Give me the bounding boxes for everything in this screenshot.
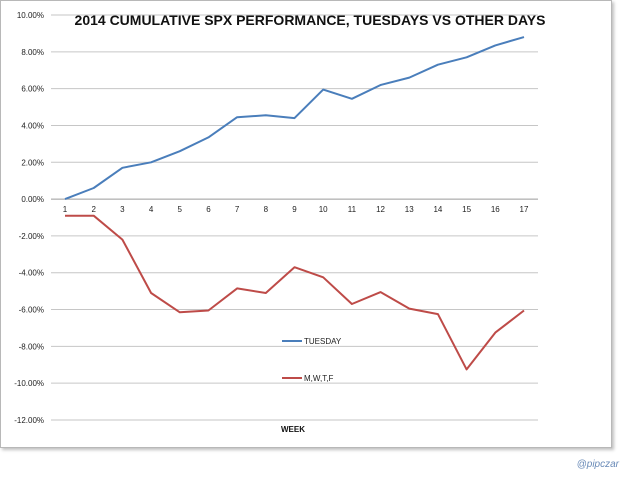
x-tick-label: 16	[491, 205, 500, 214]
x-tick-label: 14	[433, 205, 442, 214]
y-tick-label: -4.00%	[19, 269, 44, 278]
chart-title: 2014 CUMULATIVE SPX PERFORMANCE, TUESDAY…	[75, 12, 546, 28]
y-tick-label: -8.00%	[19, 342, 44, 351]
x-tick-label: 4	[149, 205, 154, 214]
y-tick-label: -2.00%	[19, 232, 44, 241]
x-tick-label: 2	[91, 205, 96, 214]
x-tick-label: 11	[348, 205, 357, 214]
y-axis-tick-labels: 10.00% 8.00% 6.00% 4.00% 2.00% 0.00% -2.00% -4.…	[14, 11, 44, 425]
x-tick-label: 9	[292, 205, 297, 214]
y-tick-label: -10.00%	[14, 379, 44, 388]
y-tick-label: 4.00%	[21, 121, 44, 130]
y-tick-label: 10.00%	[17, 11, 44, 20]
x-tick-label: 3	[120, 205, 125, 214]
x-tick-label: 10	[319, 205, 328, 214]
y-tick-label: -12.00%	[14, 416, 44, 425]
legend-label: TUESDAY	[304, 337, 342, 346]
chart-svg: 2014 CUMULATIVE SPX PERFORMANCE, TUESDAY…	[14, 11, 546, 434]
x-tick-label: 5	[178, 205, 183, 214]
credit-label: @pipczar	[576, 459, 619, 470]
x-axis-title: WEEK	[281, 425, 305, 434]
legend: TUESDAY M,W,T,F	[282, 337, 342, 383]
x-tick-label: 6	[206, 205, 211, 214]
x-tick-label: 7	[235, 205, 240, 214]
y-tick-label: 6.00%	[21, 85, 44, 94]
chart-frame: 2014 CUMULATIVE SPX PERFORMANCE, TUESDAY…	[0, 0, 612, 448]
gridlines	[51, 14, 538, 421]
x-tick-label: 12	[376, 205, 385, 214]
y-tick-label: 0.00%	[21, 195, 44, 204]
x-tick-label: 15	[462, 205, 471, 214]
legend-label: M,W,T,F	[304, 374, 333, 383]
x-tick-label: 8	[264, 205, 269, 214]
x-axis-tick-labels: 1 2 3 4 5 6 7 8 9 10 11 12 13 14 15 16 17	[63, 205, 529, 214]
series-lines	[64, 36, 525, 371]
y-tick-label: -6.00%	[19, 306, 44, 315]
x-tick-label: 17	[520, 205, 529, 214]
y-tick-label: 8.00%	[21, 48, 44, 57]
y-tick-label: 2.00%	[21, 158, 44, 167]
x-tick-label: 1	[63, 205, 68, 214]
x-tick-label: 13	[405, 205, 414, 214]
